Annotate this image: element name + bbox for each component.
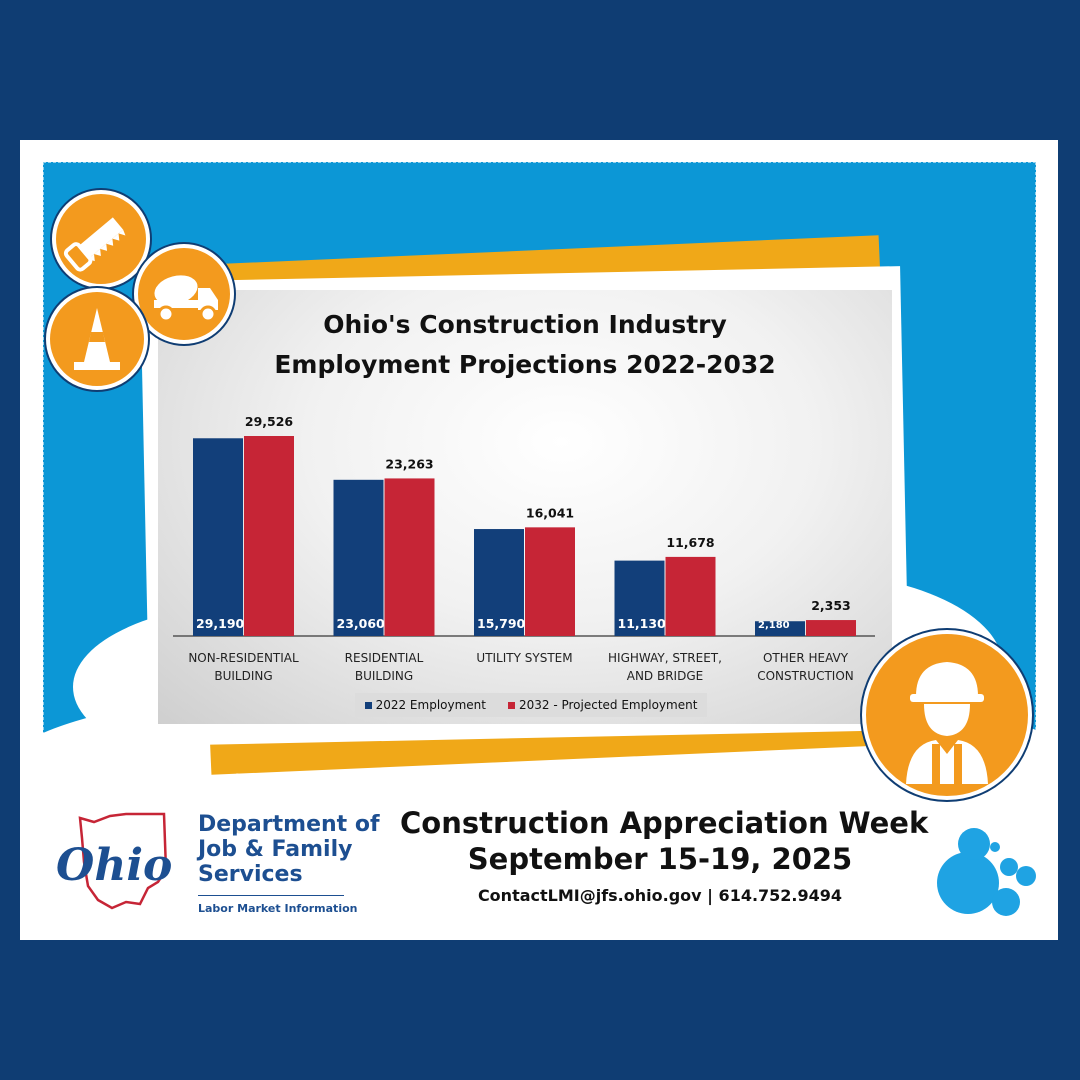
ohio-state-outline bbox=[78, 812, 168, 910]
data-label-2032: 29,526 bbox=[245, 414, 294, 429]
data-label-2022: 15,790 bbox=[477, 616, 526, 631]
chart-title-line-2: Employment Projections 2022-2032 bbox=[274, 350, 776, 379]
data-label-2032: 23,263 bbox=[385, 456, 433, 471]
bar-2032 bbox=[384, 478, 435, 636]
note-suffix: on OhioLMI.com. bbox=[766, 771, 889, 786]
category-label: RESIDENTIAL bbox=[345, 651, 424, 665]
ohio-wordmark: Ohio bbox=[56, 840, 172, 891]
category-label: CONSTRUCTION bbox=[757, 669, 854, 683]
event-title: Construction Appreciation Week bbox=[400, 806, 929, 840]
bar-2022 bbox=[474, 529, 524, 636]
saw-icon bbox=[52, 190, 150, 288]
bar-2022 bbox=[614, 560, 665, 636]
data-label-2032: 16,041 bbox=[526, 505, 574, 520]
bar-2022 bbox=[333, 479, 384, 636]
category-label: UTILITY SYSTEM bbox=[476, 651, 572, 665]
projections-link[interactable]: Industry Employment Projections bbox=[531, 771, 767, 786]
decor-bubble bbox=[1000, 858, 1018, 876]
category-label: OTHER HEAVY bbox=[763, 651, 849, 665]
event-dates: September 15-19, 2025 bbox=[467, 842, 853, 876]
bar-2032 bbox=[665, 556, 716, 636]
legend-swatch-2022 bbox=[364, 702, 372, 709]
legend-item-2022: 2022 Employment bbox=[364, 698, 486, 712]
bar-2022 bbox=[755, 621, 805, 636]
decor-bubble bbox=[992, 888, 1020, 916]
category-label: BUILDING bbox=[355, 669, 413, 683]
dept-subtitle: Labor Market Information bbox=[198, 902, 358, 915]
chart-title: Ohio's Construction Industry Employment … bbox=[158, 305, 892, 385]
bar-2022 bbox=[193, 438, 243, 636]
cement-truck-icon bbox=[134, 244, 234, 344]
chart-legend: 2022 Employment 2032 - Projected Employm… bbox=[355, 693, 707, 717]
legend-label-2022: 2022 Employment bbox=[375, 698, 486, 712]
legend-label-2032: 2032 - Projected Employment bbox=[518, 698, 698, 712]
category-label: HIGHWAY, STREET, bbox=[608, 651, 722, 665]
category-label: BUILDING bbox=[214, 669, 272, 683]
category-label: AND BRIDGE bbox=[627, 669, 703, 683]
dept-line-1: Department of bbox=[198, 812, 380, 837]
contact-info: ContactLMI@jfs.ohio.gov | 614.752.9494 bbox=[477, 886, 843, 905]
note-text: Note: This graph shows select constructi… bbox=[49, 771, 889, 786]
category-label: NON-RESIDENTIAL bbox=[188, 651, 299, 665]
data-label-2022: 11,130 bbox=[618, 616, 667, 631]
bar-2032 bbox=[244, 436, 294, 636]
traffic-cone-icon bbox=[46, 288, 148, 390]
dept-divider bbox=[198, 895, 344, 896]
chart-title-line-1: Ohio's Construction Industry bbox=[323, 310, 727, 339]
note-prefix: Note: This graph shows select constructi… bbox=[49, 771, 532, 786]
decor-bubble bbox=[937, 852, 999, 914]
bar-2032 bbox=[525, 527, 575, 636]
ohio-logo: Ohio bbox=[56, 812, 172, 910]
data-label-2032: 11,678 bbox=[666, 535, 714, 550]
data-label-2032: 2,353 bbox=[811, 598, 851, 613]
decor-bubble bbox=[958, 828, 990, 860]
legend-item-2032: 2032 - Projected Employment bbox=[507, 698, 698, 712]
bar-2032 bbox=[806, 620, 856, 636]
dept-line-3: Services bbox=[198, 862, 303, 887]
data-label-2022: 23,060 bbox=[337, 616, 386, 631]
department-name: Department of Job & Family Services bbox=[198, 812, 380, 887]
data-label-2022: 29,190 bbox=[196, 616, 245, 631]
construction-worker-icon bbox=[862, 630, 1032, 800]
legend-swatch-2032 bbox=[507, 702, 515, 709]
dept-line-2: Job & Family bbox=[198, 837, 353, 862]
data-label-2022: 2,180 bbox=[758, 620, 790, 631]
decor-bubble bbox=[1016, 866, 1036, 886]
decor-bubble bbox=[990, 842, 1000, 852]
